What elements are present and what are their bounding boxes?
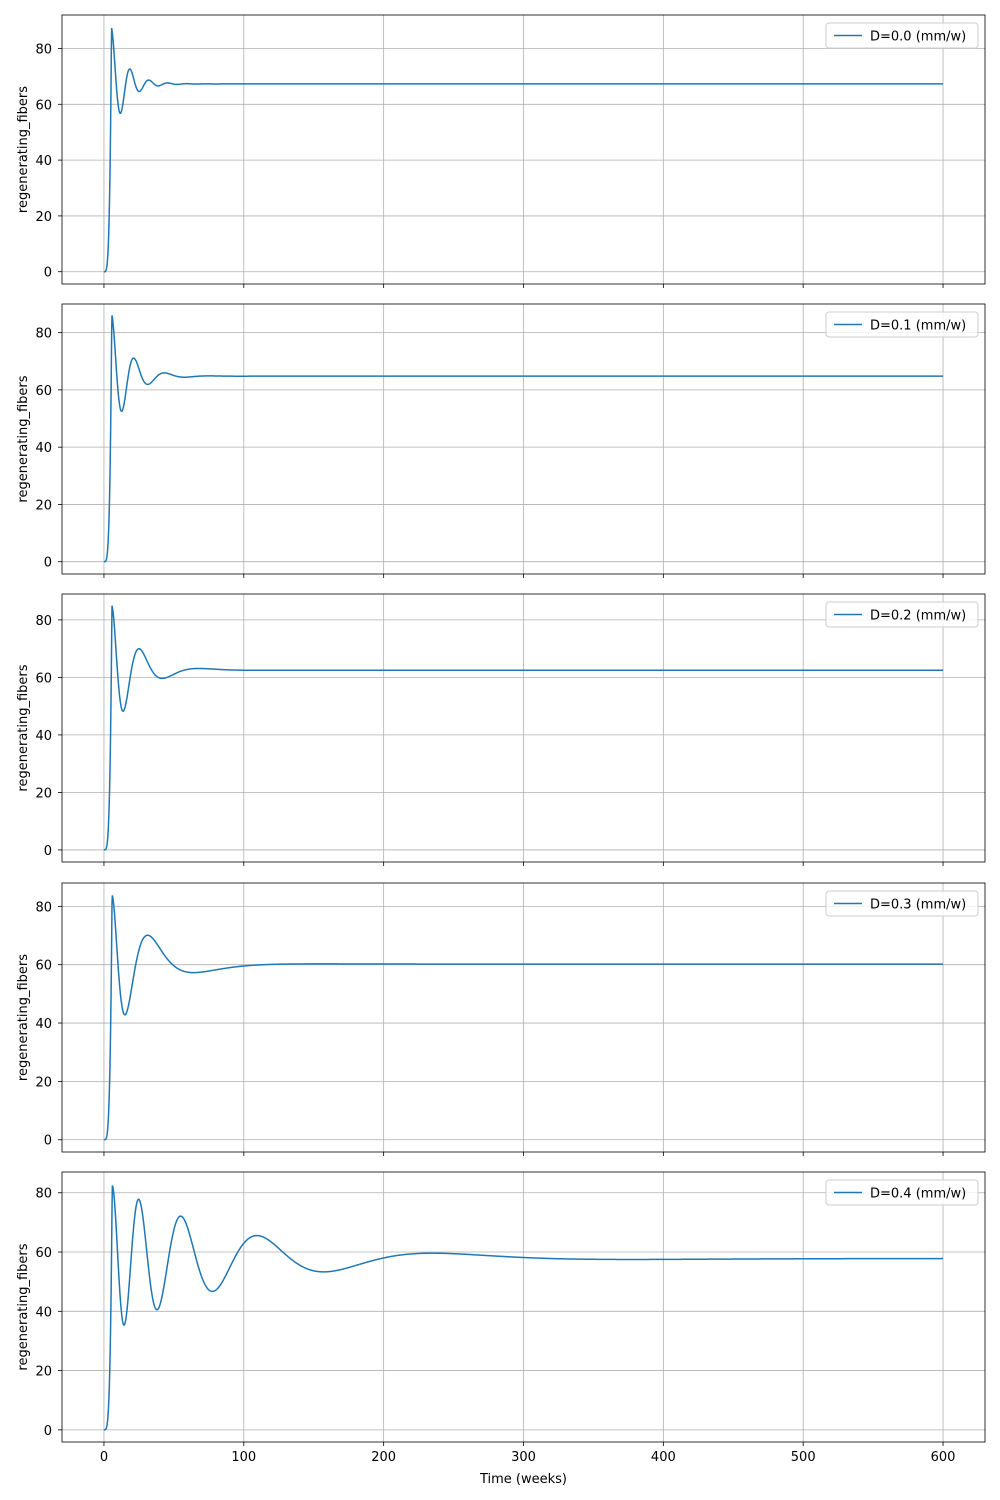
legend-box — [825, 890, 979, 917]
legend: D=0.3 (mm/w) — [825, 890, 979, 917]
x-axis-label: Time (weeks) — [479, 1472, 567, 1487]
legend: D=0.4 (mm/w) — [825, 1179, 979, 1206]
legend: D=0.1 (mm/w) — [825, 311, 979, 338]
y-tick-label: 80 — [35, 614, 52, 629]
y-tick-label: 40 — [35, 441, 52, 456]
subplot-2: 0 20 40 60 80 regenerating_fibers D=0.1 (mm/w) — [16, 303, 986, 578]
subplot-5: 0 100 200 300 400 500 600 0 20 40 60 80 regenerating… — [16, 1171, 986, 1487]
series-line — [103, 315, 944, 563]
series-line — [103, 605, 944, 851]
x-tick-label: 600 — [931, 1450, 956, 1465]
y-tick-label: 40 — [35, 154, 52, 169]
y-tick-label: 80 — [35, 1187, 52, 1202]
y-axis-label: regenerating_fibers — [16, 1243, 31, 1370]
series-line — [103, 1185, 944, 1431]
x-tick-label: 0 — [100, 1450, 108, 1465]
y-axis-label: regenerating_fibers — [16, 375, 31, 502]
y-tick-label: 0 — [44, 1424, 52, 1439]
x-tick-label: 200 — [371, 1450, 396, 1465]
y-tick-label: 40 — [35, 1305, 52, 1320]
y-tick-label: 40 — [35, 1017, 52, 1032]
y-axis-label: regenerating_fibers — [16, 954, 31, 1081]
x-tick-label: 100 — [231, 1450, 256, 1465]
subplot-3: 0 20 40 60 80 regenerating_fibers D=0.2 (mm/w) — [16, 593, 986, 866]
y-tick-label: 60 — [35, 98, 52, 113]
x-tick-label: 500 — [791, 1450, 816, 1465]
legend-box — [825, 22, 979, 49]
legend-label: D=0.4 (mm/w) — [870, 1187, 966, 1202]
y-tick-label: 0 — [44, 556, 52, 571]
legend: D=0.0 (mm/w) — [825, 22, 979, 49]
series-line — [103, 28, 944, 273]
legend-label: D=0.3 (mm/w) — [870, 898, 966, 913]
y-tick-label: 60 — [35, 671, 52, 686]
y-tick-label: 20 — [35, 210, 52, 225]
legend-box — [825, 1179, 979, 1206]
y-axis-label: regenerating_fibers — [16, 86, 31, 213]
legend-box — [825, 311, 979, 338]
y-tick-label: 60 — [35, 1246, 52, 1261]
y-tick-label: 0 — [44, 266, 52, 281]
y-tick-label: 80 — [35, 327, 52, 342]
y-tick-label: 60 — [35, 959, 52, 974]
legend-label: D=0.1 (mm/w) — [870, 319, 966, 334]
y-tick-label: 60 — [35, 384, 52, 399]
y-tick-label: 0 — [44, 1134, 52, 1149]
y-tick-label: 20 — [35, 498, 52, 513]
y-tick-label: 20 — [35, 1365, 52, 1380]
y-tick-label: 80 — [35, 42, 52, 57]
legend-box — [825, 601, 979, 628]
y-axis-label: regenerating_fibers — [16, 664, 31, 791]
y-tick-label: 20 — [35, 1075, 52, 1090]
x-tick-label: 400 — [651, 1450, 676, 1465]
legend-label: D=0.0 (mm/w) — [870, 30, 966, 45]
y-tick-label: 20 — [35, 786, 52, 801]
legend: D=0.2 (mm/w) — [825, 601, 979, 628]
series-line — [103, 895, 944, 1141]
y-tick-label: 80 — [35, 900, 52, 915]
subplot-1: 0 20 40 60 80 regenerating_fibers D=0.0 (mm/w) — [16, 14, 986, 288]
subplot-4: 0 20 40 60 80 regenerating_fibers D=0.3 (mm/w) — [16, 882, 986, 1156]
y-tick-label: 40 — [35, 729, 52, 744]
y-tick-label: 0 — [44, 844, 52, 859]
legend-label: D=0.2 (mm/w) — [870, 609, 966, 624]
x-tick-label: 300 — [511, 1450, 536, 1465]
